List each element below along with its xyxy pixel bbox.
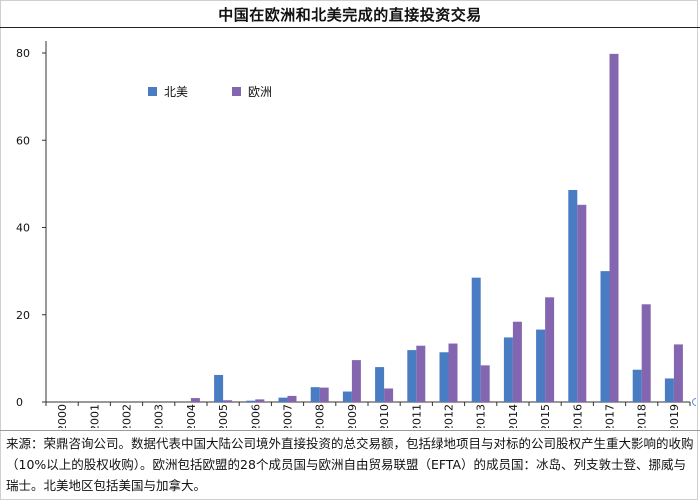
bar-europe (287, 395, 297, 402)
bar-europe (480, 365, 490, 402)
x-tick-label: 2017 (604, 404, 617, 428)
source-divider (0, 430, 700, 431)
x-tick-label: 2000 (56, 404, 69, 428)
bar-europe (512, 321, 522, 402)
x-tick-label: 2005 (217, 404, 230, 428)
bar-north-america (407, 350, 417, 402)
y-tick-label: 80 (16, 47, 30, 60)
title-divider (0, 27, 700, 28)
bar-europe (448, 343, 458, 402)
legend-label: 北美 (164, 85, 188, 99)
bar-north-america (439, 352, 449, 402)
x-tick-label: 2008 (314, 404, 327, 428)
y-tick-label: 0 (16, 396, 23, 409)
x-tick-label: 2004 (185, 404, 198, 428)
bar-north-america (246, 400, 256, 402)
chart-title: 中国在欧洲和北美完成的直接投资交易 (218, 6, 482, 24)
bar-europe (609, 53, 619, 402)
x-tick-label: 2006 (249, 404, 262, 428)
bar-north-america (600, 271, 610, 402)
x-tick-label: 2014 (507, 404, 520, 428)
y-tick-label: 40 (16, 222, 30, 235)
bar-europe (319, 387, 329, 402)
x-tick-label: 2002 (121, 404, 134, 428)
bar-north-america (375, 367, 385, 402)
x-tick-label: 2013 (475, 404, 488, 428)
bar-europe (416, 345, 426, 402)
x-tick-label: 2001 (88, 404, 101, 428)
source-note: 来源：荣鼎咨询公司。数据代表中国大陆公司境外直接投资的总交易额，包括绿地项目与对… (6, 436, 694, 493)
x-tick-label: 2010 (378, 404, 391, 428)
y-tick-label: 60 (16, 134, 30, 147)
x-tick-label: 2009 (346, 404, 359, 428)
x-tick-label: 2019 (668, 404, 681, 428)
bar-europe (673, 344, 683, 402)
bar-north-america (310, 387, 320, 402)
bar-europe (545, 297, 555, 402)
x-tick-label: 2012 (443, 404, 456, 428)
bar-europe (641, 304, 651, 402)
bar-north-america (278, 397, 288, 402)
bar-chart: 0 20 40 60 80 2000 2001 2002 2003 2004 2005 2006 200… (16, 41, 691, 428)
bar-north-america (214, 374, 224, 402)
bar-north-america (471, 277, 481, 402)
x-tick-label: 2007 (282, 404, 295, 428)
x-tick-label: 2016 (571, 404, 584, 428)
bar-europe (577, 204, 587, 402)
y-tick-label: 20 (16, 309, 30, 322)
bar-north-america (503, 337, 513, 402)
x-tick-label: 2003 (153, 404, 166, 428)
bar-europe (223, 400, 233, 402)
x-tick-label: 2015 (539, 404, 552, 428)
bar-europe (351, 360, 361, 402)
bar-north-america (664, 378, 674, 402)
x-tick-label: 2018 (636, 404, 649, 428)
bar-europe (255, 399, 265, 402)
legend-label: 欧洲 (248, 85, 272, 99)
legend-swatch (232, 87, 241, 96)
bar-north-america (536, 329, 546, 402)
bar-north-america (568, 189, 578, 402)
legend-swatch (148, 87, 157, 96)
x-tick-label: 2011 (410, 404, 423, 428)
bar-europe (384, 388, 394, 402)
bar-north-america (632, 369, 642, 402)
bar-europe (190, 398, 200, 402)
bar-north-america (342, 391, 352, 402)
